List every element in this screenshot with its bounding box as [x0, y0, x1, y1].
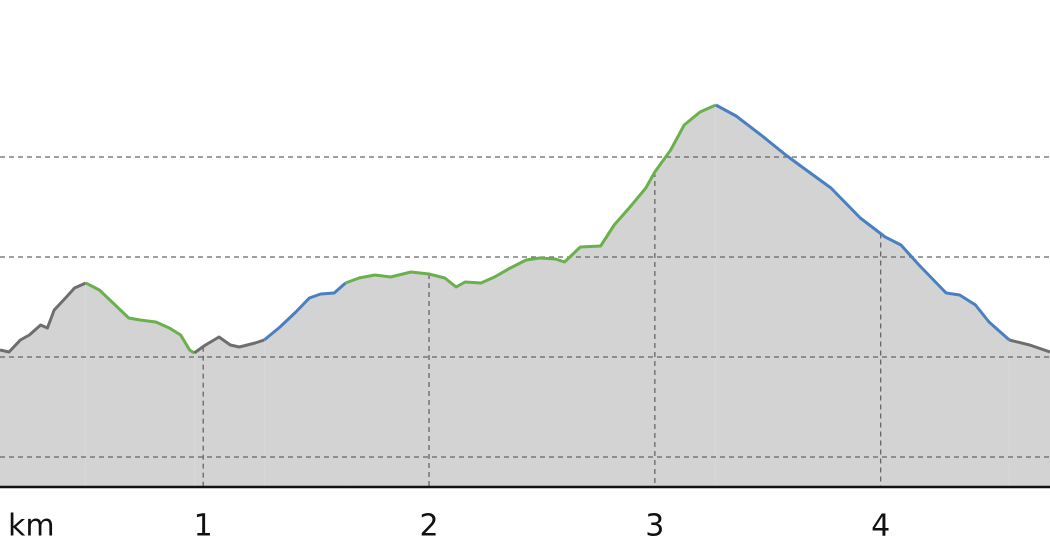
- profile-line: [715, 103, 1011, 342]
- x-axis-label: km: [8, 509, 55, 544]
- area-fill: [1009, 340, 1050, 487]
- profile-line: [85, 281, 196, 355]
- area-fill: [0, 283, 86, 487]
- x-tick-label: 2: [419, 509, 438, 544]
- profile-line: [0, 281, 87, 354]
- profile-line: [263, 281, 347, 342]
- profile-line: [1008, 338, 1050, 354]
- area-fill: [715, 105, 1010, 487]
- area-fill: [85, 283, 195, 487]
- x-tick-label: 4: [871, 509, 890, 544]
- profile-line: [193, 335, 265, 355]
- x-tick-label: 1: [194, 509, 213, 544]
- area-fill: [264, 283, 346, 487]
- area-fill: [345, 105, 716, 487]
- area-fill: [194, 337, 265, 487]
- profile-line: [344, 103, 717, 289]
- x-tick-label: 3: [645, 509, 664, 544]
